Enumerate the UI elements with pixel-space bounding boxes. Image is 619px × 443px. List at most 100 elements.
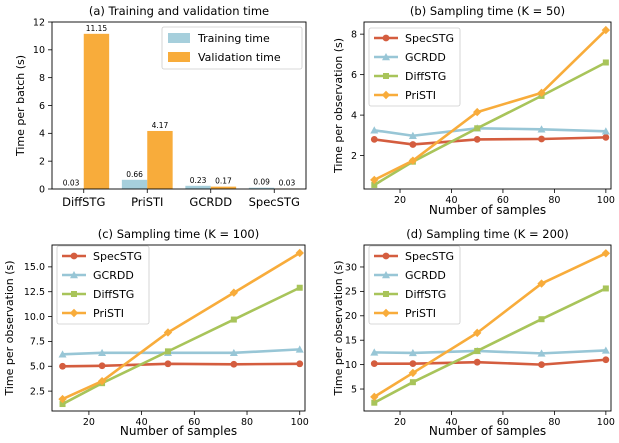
bar-chart-training-validation: (a) Training and validation time Time per… — [14, 4, 307, 209]
data-point-pristi — [473, 107, 482, 117]
legend-marker-gcrdd — [382, 53, 390, 61]
x-tick-label: 100 — [291, 417, 309, 428]
data-point-specstg — [296, 360, 304, 368]
x-tick-label: 20 — [394, 417, 406, 428]
data-point-pristi — [163, 328, 173, 337]
legend-label: SpecSTG — [93, 250, 142, 263]
chart-title: (a) Training and validation time — [89, 4, 269, 18]
bar-value-label: 4.17 — [152, 121, 169, 130]
legend-label: DiffSTG — [405, 288, 446, 301]
legend-marker-gcrdd — [70, 271, 78, 279]
data-point-gcrdd — [98, 348, 107, 357]
y-tick-label: 15.0 — [24, 262, 45, 273]
legend — [161, 26, 303, 70]
y-tick-label: 2.5 — [30, 386, 45, 397]
data-point-pristi — [295, 248, 304, 258]
line-chart-sampling-k50: (b) Sampling time (K = 50) Number of samp… — [332, 4, 615, 217]
data-point-gcrdd — [229, 348, 238, 357]
y-tick-label: 4 — [39, 129, 45, 140]
series-line-gcrdd — [62, 348, 300, 356]
data-point-gcrdd — [537, 349, 546, 357]
y-tick-label: 6 — [351, 70, 357, 81]
y-tick-label: 5 — [351, 384, 357, 395]
bar-training-gcrdd — [185, 185, 211, 189]
y-tick-label: 30 — [345, 262, 357, 273]
data-point-gcrdd — [601, 127, 610, 135]
y-tick-label: 15 — [345, 336, 357, 347]
legend-marker-diffstg — [71, 291, 77, 297]
data-point-diffstg — [296, 284, 303, 291]
y-tick-label: 10 — [33, 45, 45, 56]
x-axis-label: Number of samples — [429, 424, 546, 438]
x-tick-label: PriSTI — [131, 195, 163, 209]
x-tick-label: 80 — [241, 417, 253, 428]
x-tick-label: 60 — [497, 195, 509, 206]
plot-frame — [363, 21, 612, 190]
data-point-pristi — [408, 156, 418, 165]
series-line-specstg — [374, 358, 606, 366]
y-axis-label: Time per observation (s) — [3, 260, 16, 396]
series-line-gcrdd — [374, 349, 606, 355]
data-point-specstg — [473, 136, 481, 143]
x-tick-label: GCRDD — [189, 195, 232, 209]
bar-value-label: 0.17 — [215, 177, 232, 186]
series-line-gcrdd — [374, 126, 606, 138]
y-tick-label: 10 — [345, 360, 357, 371]
data-point-specstg — [230, 360, 238, 368]
line-chart-sampling-k100: (c) Sampling time (K = 100) Number of sam… — [3, 227, 309, 438]
series-line-specstg — [62, 362, 300, 368]
legend-marker-specstg — [382, 34, 390, 42]
x-tick-label: 40 — [445, 417, 457, 428]
bar-value-label: 0.03 — [63, 179, 80, 188]
x-tick-label: 20 — [394, 195, 406, 206]
y-tick-label: 20 — [345, 311, 357, 322]
chart-title: (d) Sampling time (K = 200) — [406, 227, 568, 241]
data-point-gcrdd — [58, 350, 67, 358]
data-point-diffstg — [474, 125, 481, 132]
y-tick-label: 8 — [39, 73, 45, 84]
x-tick-label: 40 — [136, 417, 148, 428]
legend-marker-gcrdd — [382, 271, 390, 279]
x-tick-label: 40 — [445, 195, 457, 206]
data-point-specstg — [98, 362, 106, 370]
line-chart-sampling-k200: (d) Sampling time (K = 200) Number of sam… — [332, 227, 615, 438]
y-tick-label: 8 — [351, 29, 357, 40]
data-point-specstg — [473, 358, 481, 366]
legend-label: GCRDD — [405, 51, 446, 64]
data-point-pristi — [601, 25, 611, 35]
y-tick-label: 12 — [33, 17, 45, 28]
data-point-pristi — [601, 249, 611, 258]
data-point-diffstg — [230, 316, 237, 323]
plot-frame — [51, 244, 306, 412]
y-tick-label: 0 — [39, 184, 45, 195]
y-tick-label: 6 — [39, 101, 45, 112]
legend-label: PriSTI — [405, 89, 436, 102]
y-axis-label: Time per batch (s) — [14, 55, 27, 157]
data-point-specstg — [164, 360, 172, 368]
y-tick-label: 25 — [345, 287, 357, 298]
legend — [56, 245, 150, 325]
data-point-specstg — [538, 361, 545, 369]
data-point-pristi — [537, 279, 546, 288]
data-point-diffstg — [409, 379, 416, 386]
y-tick-label: 2 — [351, 151, 357, 162]
data-point-diffstg — [59, 401, 66, 408]
data-point-diffstg — [371, 399, 378, 406]
data-point-pristi — [370, 392, 379, 402]
legend-label: Validation time — [198, 51, 281, 64]
y-axis-label: Time per observation (s) — [332, 260, 345, 396]
data-point-diffstg — [538, 316, 545, 323]
series-line-specstg — [374, 136, 606, 146]
x-tick-label: 80 — [548, 417, 560, 428]
legend-label: PriSTI — [93, 307, 124, 320]
bar-value-label: 0.09 — [253, 178, 270, 187]
data-point-gcrdd — [295, 345, 304, 353]
bar-value-label: 0.23 — [190, 176, 207, 185]
data-point-specstg — [370, 136, 378, 143]
data-point-pristi — [370, 175, 379, 185]
legend-marker-specstg — [70, 252, 78, 260]
legend-swatch-validation — [168, 52, 190, 62]
data-point-gcrdd — [370, 126, 379, 134]
bar-value-label: 11.15 — [86, 24, 108, 33]
legend-label: GCRDD — [405, 269, 446, 282]
